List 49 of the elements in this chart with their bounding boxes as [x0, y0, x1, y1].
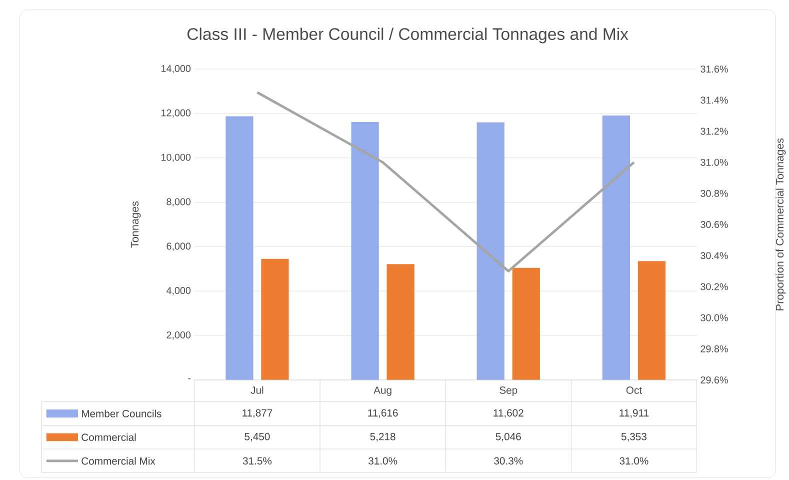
bar	[476, 122, 504, 380]
y-tick-label: 14,000	[162, 65, 191, 74]
y2-axis-title: Proportion of Commercial Tonnages	[776, 138, 786, 310]
data-label: 11,911	[620, 409, 649, 418]
y-tick-label: 10,000	[162, 154, 191, 162]
data-label: 31.5%	[242, 457, 272, 465]
y2-tick-label: 30.0%	[700, 314, 728, 322]
y-tick-label: 8,000	[166, 198, 191, 207]
y-tick-label: 4,000	[166, 287, 191, 296]
data-label: 11,602	[494, 409, 524, 418]
chart-title: Class III - Member Council / Commercial Tonnages and Mix	[187, 28, 628, 44]
y2-tick-label: 30.2%	[700, 283, 728, 290]
legend-label: Commercial Mix	[82, 457, 156, 465]
bar	[602, 116, 630, 380]
data-label: 31.0%	[620, 457, 648, 465]
data-label: 5,353	[621, 433, 646, 442]
y-tick-label: -	[188, 378, 190, 380]
bar	[512, 268, 540, 380]
bar	[351, 122, 379, 380]
data-label: 11,616	[368, 409, 398, 418]
y2-tick-label: 30.8%	[700, 190, 728, 198]
data-label: 31.0%	[368, 457, 398, 465]
bar	[638, 261, 666, 380]
y2-tick-label: 30.6%	[700, 221, 728, 228]
y2-tick-label: 31.2%	[700, 128, 728, 135]
data-label: 11,877	[242, 409, 272, 418]
y-axis-title: Tonnages	[130, 202, 141, 248]
x-tick-label: Oct	[626, 386, 642, 394]
x-tick-label: Aug	[374, 386, 392, 396]
y-tick-label: 2,000	[166, 332, 191, 340]
legend-label: Commercial	[82, 434, 136, 442]
y-tick-label: 12,000	[162, 110, 191, 118]
bar	[226, 116, 254, 380]
bar	[261, 259, 289, 380]
y2-tick-label: 31.0%	[700, 159, 728, 166]
x-tick-label: Sep	[500, 386, 518, 396]
y2-tick-label: 29.6%	[700, 376, 728, 384]
y2-tick-label: 30.4%	[700, 252, 728, 260]
x-tick-label: Jul	[250, 386, 264, 394]
bar	[386, 264, 414, 380]
data-label: 5,450	[244, 433, 270, 442]
legend-label: Member Councils	[82, 410, 162, 418]
y2-tick-label: 31.6%	[700, 66, 728, 73]
y2-tick-label: 31.4%	[700, 96, 728, 104]
y-tick-label: 6,000	[166, 242, 191, 251]
data-label: 30.3%	[494, 457, 523, 465]
y2-tick-label: 29.8%	[700, 346, 728, 353]
data-label: 5,046	[496, 433, 521, 442]
data-label: 5,218	[370, 433, 396, 442]
